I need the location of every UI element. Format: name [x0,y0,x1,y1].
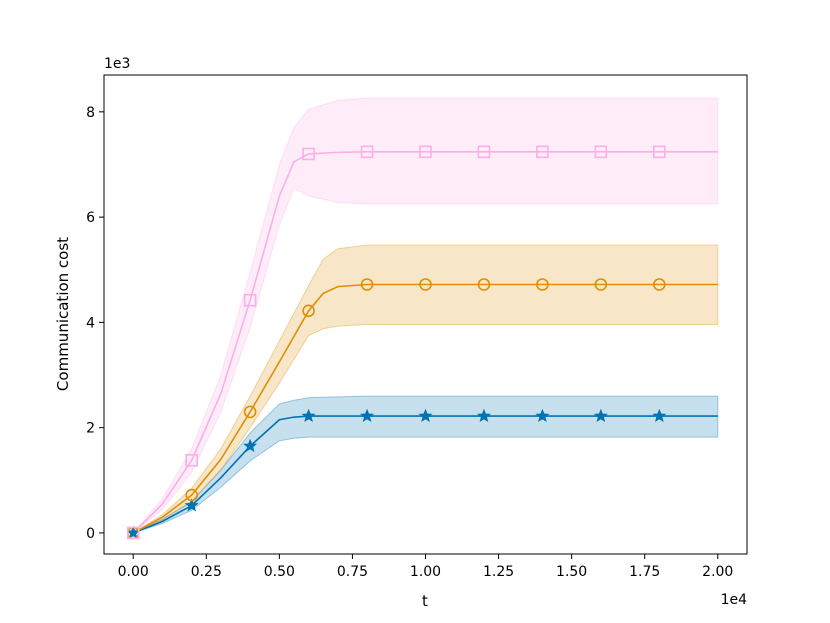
y-tick-label-2: 4 [86,315,95,331]
series-1-point-6 [477,278,491,291]
series-0-point-5 [418,408,433,423]
series-2-point-4 [360,145,374,159]
y-tick-label-0: 0 [86,526,95,542]
x-tick-label-3: 0.75 [337,564,368,580]
x-tick-label-8: 2.00 [702,564,733,580]
series-2-point-0 [126,526,140,540]
series-2-point-9 [653,145,666,159]
x-tick-label-0: 0.00 [118,564,149,580]
series-0-point-8 [593,408,608,423]
series-2-point-6 [477,145,491,159]
series-0-point-3 [301,408,316,423]
y-axis-ticks: 0 2 4 6 8 [86,105,104,542]
series-1-point-9 [653,278,666,291]
x-tick-label-6: 1.50 [556,564,587,580]
y-tick-label-1: 2 [86,421,95,437]
series-0-point-1 [184,498,199,512]
series-2-point-8 [594,145,608,159]
x-offset-label: 1e4 [721,592,748,608]
series-2-point-5 [419,145,432,159]
series-1-point-5 [419,278,432,291]
x-tick-label-2: 0.50 [264,564,295,580]
x-axis-ticks: 0.00 0.25 0.50 0.75 1.00 1.25 1.50 1.75 2.00 [118,554,733,580]
y-tick-label-3: 6 [86,210,95,226]
x-tick-label-4: 1.00 [410,564,441,580]
series-2-point-2 [243,293,257,307]
series-1-point-1 [185,488,198,502]
series-0-point-6 [476,408,491,423]
series-0-point-4 [360,408,375,423]
series-1-point-3 [302,304,315,318]
series-2-line [132,151,718,534]
series-markers [126,145,667,540]
y-tick-label-4: 8 [86,105,95,121]
series-0-point-9 [652,408,667,423]
series-2-point-1 [185,454,198,467]
series-0-point-2 [243,438,258,453]
series-1-point-8 [594,278,608,291]
x-tick-label-5: 1.25 [483,564,514,580]
x-tick-label-1: 0.25 [191,564,222,580]
series-2-point-7 [536,145,549,159]
y-offset-label: 1e3 [104,56,130,72]
series-1-point-7 [536,278,549,291]
series-0-point-7 [535,408,550,423]
series-2-point-3 [302,147,315,161]
y-axis-label: Communication cost [54,237,72,391]
x-tick-label-7: 1.75 [629,564,660,580]
series-1-point-2 [243,405,257,419]
series-1-point-4 [360,278,374,291]
x-axis-label: t [422,592,428,610]
series-1-line [132,283,718,534]
